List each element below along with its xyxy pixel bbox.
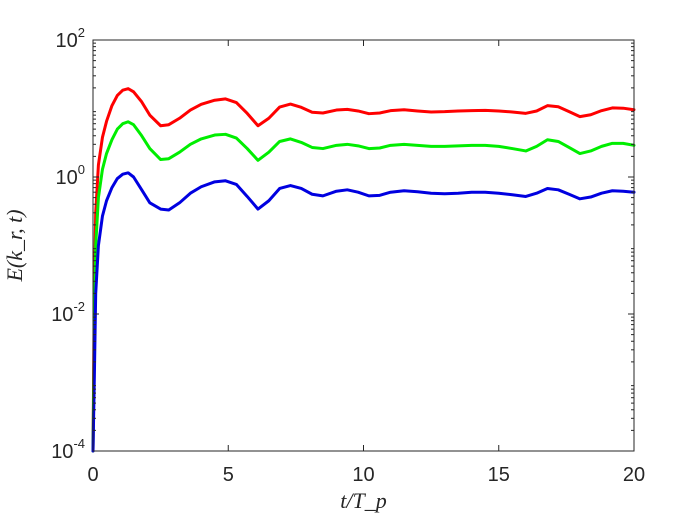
x-tick-label: 10 — [352, 464, 374, 486]
y-tick-label: 10-4 — [51, 436, 85, 463]
y-tick-label-base: 10 — [51, 304, 73, 326]
series-line-3 — [91, 171, 636, 453]
y-tick-label: 102 — [56, 25, 85, 52]
y-tick-label-base: 10 — [51, 441, 73, 463]
x-tick-label: 15 — [488, 464, 510, 486]
y-tick-label-exponent: -4 — [73, 436, 85, 451]
series-line-1 — [91, 87, 636, 453]
x-tick-label: 20 — [623, 464, 645, 486]
x-axis-label: t/T_p — [340, 488, 386, 513]
y-tick-label: 10-2 — [51, 299, 85, 326]
y-tick-label-exponent: 0 — [78, 162, 85, 177]
y-tick-label: 100 — [56, 162, 85, 189]
y-tick-label-exponent: 2 — [78, 25, 85, 40]
x-tick-label: 0 — [87, 464, 98, 486]
series-line-2 — [91, 120, 636, 453]
series-lines — [91, 87, 636, 453]
y-tick-label-base: 10 — [56, 167, 78, 189]
y-tick-label-base: 10 — [56, 30, 78, 52]
x-tick-label: 5 — [223, 464, 234, 486]
y-axis-label: E(k_r, t) — [2, 209, 27, 282]
y-tick-label-exponent: -2 — [73, 299, 85, 314]
x-tick-labels: 0 5 10 15 20 — [87, 464, 645, 486]
axis-ticks — [92, 39, 635, 452]
plot-area-frame — [92, 39, 635, 452]
